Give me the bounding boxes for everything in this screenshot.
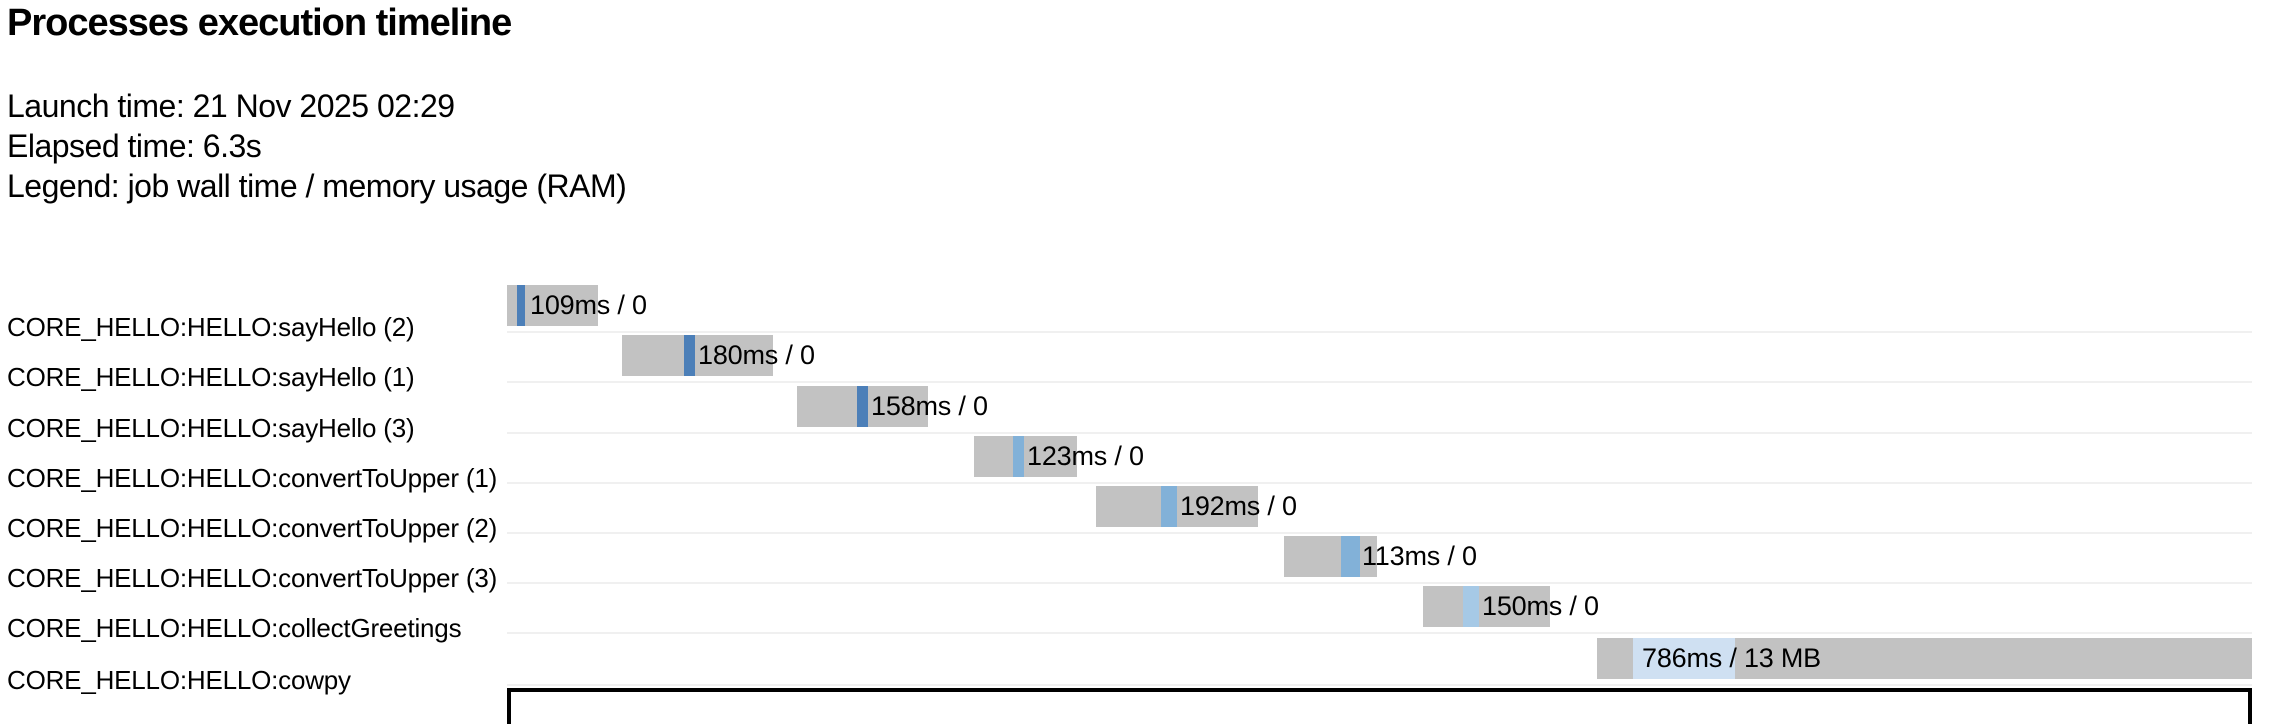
row-separator [507,331,2252,333]
page-title: Processes execution timeline [7,2,512,44]
task-bar [974,436,1077,477]
row-separator [507,432,2252,434]
task-duration-label: 786ms / 13 MB [1642,643,1821,673]
task-duration-label: 150ms / 0 [1482,591,1599,621]
process-label: CORE_HELLO:HELLO:convertToUpper (2) [7,513,498,543]
legend-line: Legend: job wall time / memory usage (RA… [7,168,627,204]
task-duration-label: 180ms / 0 [698,340,815,370]
elapsed-time-line: Elapsed time: 6.3s [7,128,262,164]
report-meta: Launch time: 21 Nov 2025 02:29 Elapsed t… [7,86,627,206]
process-label: CORE_HELLO:HELLO:sayHello (1) [7,362,415,392]
task-run-segment [517,285,525,326]
task-bar [1284,536,1377,577]
task-bar [1096,486,1258,527]
process-label: CORE_HELLO:HELLO:collectGreetings [7,613,462,643]
task-run-segment [1341,536,1360,577]
process-label: CORE_HELLO:HELLO:convertToUpper (3) [7,563,498,593]
row-separator [507,684,2252,686]
task-bar [622,335,773,376]
process-label: CORE_HELLO:HELLO:cowpy [7,665,351,695]
row-separator [507,532,2252,534]
process-label: CORE_HELLO:HELLO:sayHello (3) [7,413,415,443]
bottom-clipped-box [507,688,2252,724]
launch-time-line: Launch time: 21 Nov 2025 02:29 [7,88,455,124]
row-separator [507,482,2252,484]
task-run-segment [1013,436,1024,477]
task-duration-label: 158ms / 0 [871,391,988,421]
task-run-segment [1463,586,1479,627]
task-duration-label: 113ms / 0 [1362,541,1477,571]
task-bar [1423,586,1550,627]
task-duration-label: 192ms / 0 [1180,491,1297,521]
process-label: CORE_HELLO:HELLO:sayHello (2) [7,312,415,342]
task-run-segment [1161,486,1177,527]
process-label: CORE_HELLO:HELLO:convertToUpper (1) [7,463,498,493]
task-duration-label: 123ms / 0 [1027,441,1144,471]
task-run-segment [857,386,868,427]
task-run-segment [684,335,695,376]
row-separator [507,632,2252,634]
row-separator [507,381,2252,383]
task-duration-label: 109ms / 0 [530,290,647,320]
row-separator [507,582,2252,584]
task-run-segment [1633,638,1735,679]
